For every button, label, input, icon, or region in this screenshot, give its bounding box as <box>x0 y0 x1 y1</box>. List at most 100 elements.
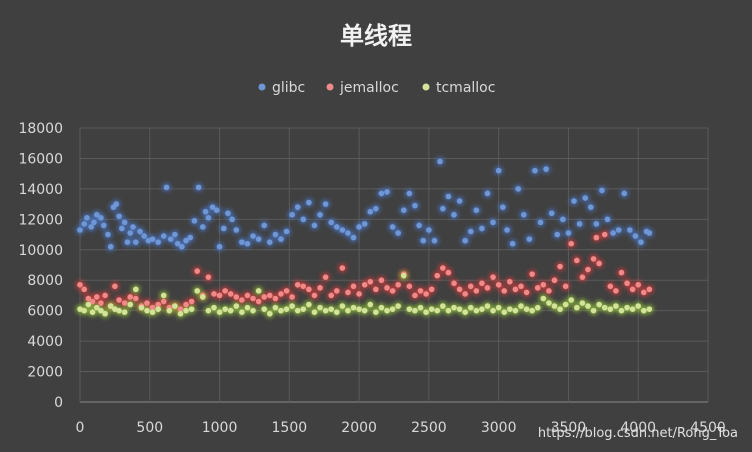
data-point-tcmalloc <box>557 306 563 312</box>
data-point-tcmalloc <box>395 303 401 309</box>
data-point-glibc <box>356 224 362 230</box>
data-point-jemalloc <box>250 295 256 302</box>
data-point-jemalloc <box>473 288 480 294</box>
data-point-glibc <box>445 193 452 200</box>
data-point-jemalloc <box>440 265 446 271</box>
data-point-tcmalloc <box>328 306 335 312</box>
y-tick-label: 16000 <box>18 151 63 167</box>
data-point-tcmalloc <box>618 307 625 314</box>
data-point-glibc <box>216 243 223 250</box>
data-point-tcmalloc <box>93 304 100 311</box>
data-point-glibc <box>473 207 480 213</box>
data-point-tcmalloc <box>261 306 268 312</box>
data-point-jemalloc <box>144 300 150 306</box>
data-point-glibc <box>283 228 290 235</box>
data-point-glibc <box>504 227 510 233</box>
data-point-tcmalloc <box>133 286 139 293</box>
legend-marker-glibc <box>258 83 266 91</box>
data-point-jemalloc <box>283 288 290 294</box>
data-point-tcmalloc <box>562 301 569 308</box>
data-point-jemalloc <box>356 291 362 297</box>
data-point-glibc <box>272 231 279 238</box>
data-point-glibc <box>526 236 533 242</box>
data-point-glibc <box>191 218 198 224</box>
data-point-tcmalloc <box>400 272 407 279</box>
data-point-jemalloc <box>102 292 108 299</box>
data-point-jemalloc <box>205 274 212 280</box>
data-point-tcmalloc <box>467 304 474 311</box>
legend-marker-jemalloc <box>326 83 334 91</box>
data-point-glibc <box>300 216 307 223</box>
data-point-glibc <box>604 216 611 223</box>
data-point-tcmalloc <box>300 306 307 312</box>
data-point-glibc <box>395 230 401 236</box>
data-point-glibc <box>554 231 561 238</box>
data-point-jemalloc <box>646 286 653 293</box>
data-point-tcmalloc <box>451 304 457 311</box>
data-point-glibc <box>317 211 323 218</box>
data-point-tcmalloc <box>423 309 429 315</box>
data-point-jemalloc <box>261 294 268 300</box>
data-point-glibc <box>548 210 555 217</box>
data-point-tcmalloc <box>523 306 530 312</box>
x-tick-label: 2000 <box>341 420 377 436</box>
data-point-jemalloc <box>590 256 597 262</box>
series-glibc <box>77 158 653 250</box>
y-tick-label: 14000 <box>18 182 63 198</box>
data-point-tcmalloc <box>311 309 318 315</box>
data-point-jemalloc <box>451 280 457 287</box>
data-point-jemalloc <box>629 286 636 293</box>
data-point-glibc <box>266 239 273 245</box>
data-point-tcmalloc <box>495 304 502 311</box>
data-point-jemalloc <box>484 285 491 291</box>
data-point-jemalloc <box>177 306 184 312</box>
data-point-tcmalloc <box>266 310 273 317</box>
data-point-tcmalloc <box>574 304 580 311</box>
data-point-glibc <box>84 215 90 221</box>
data-point-jemalloc <box>345 289 351 296</box>
data-point-glibc <box>163 184 170 191</box>
data-point-jemalloc <box>406 283 413 290</box>
data-point-jemalloc <box>512 286 519 293</box>
data-point-jemalloc <box>618 269 625 276</box>
data-point-tcmalloc <box>579 300 586 306</box>
data-point-glibc <box>378 190 385 197</box>
data-point-tcmalloc <box>149 309 156 315</box>
data-point-jemalloc <box>601 231 608 238</box>
data-point-jemalloc <box>529 271 535 277</box>
data-point-jemalloc <box>395 281 401 288</box>
data-point-glibc <box>440 205 446 212</box>
data-point-glibc <box>400 207 407 213</box>
data-point-glibc <box>389 224 396 230</box>
data-point-tcmalloc <box>434 307 441 314</box>
data-point-tcmalloc <box>233 303 240 309</box>
data-point-glibc <box>220 225 227 232</box>
data-point-tcmalloc <box>144 307 150 314</box>
data-point-jemalloc <box>155 301 161 308</box>
data-point-tcmalloc <box>417 304 424 311</box>
data-point-jemalloc <box>311 292 318 299</box>
data-point-tcmalloc <box>389 306 396 312</box>
data-point-jemalloc <box>339 265 346 271</box>
data-point-tcmalloc <box>222 306 228 312</box>
x-tick-label: 3500 <box>551 420 587 436</box>
series-jemalloc <box>77 231 653 312</box>
x-tick-label: 1000 <box>202 420 238 436</box>
x-tick-label: 0 <box>76 420 85 436</box>
data-point-tcmalloc <box>428 306 435 312</box>
data-point-tcmalloc <box>317 304 323 311</box>
data-point-jemalloc <box>328 292 335 299</box>
data-point-jemalloc <box>579 274 586 280</box>
data-point-jemalloc <box>412 292 418 299</box>
data-point-tcmalloc <box>85 301 92 308</box>
data-point-tcmalloc <box>339 303 346 309</box>
data-point-glibc <box>105 231 111 238</box>
data-point-tcmalloc <box>568 297 575 303</box>
data-point-tcmalloc <box>373 309 379 315</box>
data-point-glibc <box>627 227 633 233</box>
data-point-glibc <box>100 222 107 229</box>
data-point-jemalloc <box>495 281 502 288</box>
data-point-glibc <box>261 222 268 229</box>
data-point-glibc <box>490 219 496 226</box>
